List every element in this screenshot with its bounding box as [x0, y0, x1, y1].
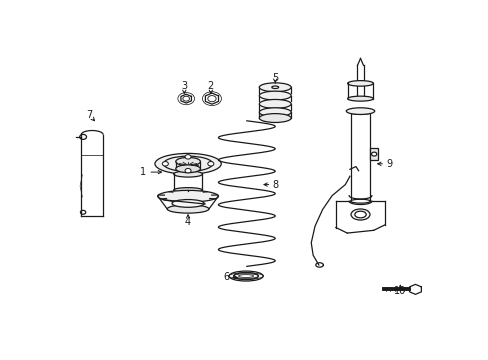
Ellipse shape	[350, 111, 369, 114]
Ellipse shape	[350, 209, 369, 220]
Text: 5: 5	[271, 73, 278, 83]
Circle shape	[184, 168, 191, 173]
Text: 1: 1	[139, 167, 145, 177]
Ellipse shape	[259, 114, 290, 122]
Circle shape	[371, 152, 376, 156]
Ellipse shape	[173, 188, 202, 193]
Text: 10: 10	[393, 286, 406, 296]
Ellipse shape	[354, 211, 366, 218]
Ellipse shape	[175, 165, 200, 173]
Bar	[369, 148, 377, 160]
Ellipse shape	[259, 99, 290, 108]
Ellipse shape	[271, 86, 278, 89]
Ellipse shape	[228, 271, 263, 281]
Ellipse shape	[259, 108, 290, 117]
Text: 9: 9	[385, 159, 391, 169]
Text: 8: 8	[272, 180, 278, 190]
Ellipse shape	[347, 96, 373, 101]
Ellipse shape	[347, 81, 373, 86]
Text: 4: 4	[184, 217, 191, 227]
Ellipse shape	[172, 199, 204, 207]
Ellipse shape	[167, 205, 208, 213]
Ellipse shape	[233, 273, 258, 280]
Ellipse shape	[155, 153, 221, 174]
Ellipse shape	[158, 190, 218, 202]
Text: 3: 3	[181, 81, 187, 91]
Ellipse shape	[175, 157, 200, 166]
Text: 6: 6	[223, 273, 228, 283]
Circle shape	[162, 162, 168, 166]
Ellipse shape	[259, 83, 290, 92]
Ellipse shape	[259, 91, 290, 100]
Ellipse shape	[346, 108, 374, 114]
Circle shape	[207, 162, 213, 166]
Text: 2: 2	[207, 81, 214, 91]
Circle shape	[184, 155, 191, 159]
Text: 7: 7	[86, 110, 93, 120]
Ellipse shape	[350, 199, 369, 203]
Ellipse shape	[173, 171, 202, 177]
